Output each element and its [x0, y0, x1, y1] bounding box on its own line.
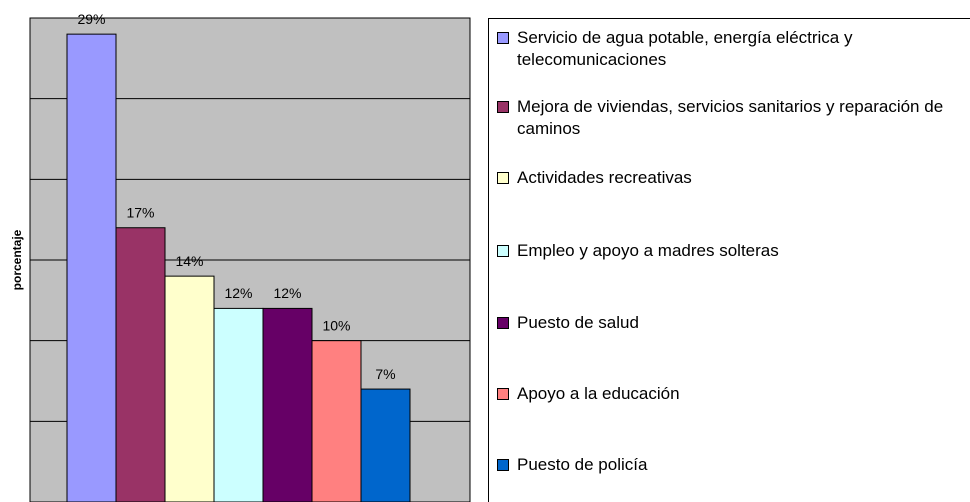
legend-item: Actividades recreativas [497, 167, 970, 189]
data-label: 10% [322, 317, 350, 333]
legend-label: Empleo y apoyo a madres solteras [517, 241, 779, 260]
data-label: 17% [126, 204, 154, 220]
data-label: 12% [273, 285, 301, 301]
bar [262, 307, 313, 502]
legend-swatch [497, 388, 509, 400]
legend-item: Servicio de agua potable, energía eléctr… [497, 27, 970, 71]
y-axis-label: porcentaje [10, 229, 24, 290]
legend-label: Apoyo a la educación [517, 384, 680, 403]
legend-label: Actividades recreativas [517, 168, 692, 187]
legend-swatch [497, 245, 509, 257]
bar [213, 307, 264, 502]
data-label: 29% [77, 11, 105, 27]
legend-item: Apoyo a la educación [497, 383, 970, 405]
legend-swatch [497, 32, 509, 44]
legend-label: Puesto de policía [517, 455, 648, 474]
legend-label: Servicio de agua potable, energía eléctr… [517, 28, 853, 69]
legend-swatch [497, 172, 509, 184]
legend-label: Puesto de salud [517, 313, 639, 332]
data-label: 12% [224, 285, 252, 301]
legend-label: Mejora de viviendas, servicios sanitario… [517, 97, 944, 138]
data-label: 14% [175, 253, 203, 269]
legend-swatch [497, 459, 509, 471]
bar [360, 388, 411, 502]
bar [311, 340, 362, 502]
legend-swatch [497, 101, 509, 113]
bar [164, 275, 215, 502]
bar [115, 227, 166, 502]
bar [66, 33, 117, 502]
legend: Servicio de agua potable, energía eléctr… [488, 18, 970, 502]
legend-item: Mejora de viviendas, servicios sanitario… [497, 96, 970, 140]
legend-swatch [497, 317, 509, 329]
legend-item: Puesto de salud [497, 312, 970, 334]
legend-item: Puesto de policía [497, 454, 970, 476]
legend-item: Empleo y apoyo a madres solteras [497, 240, 970, 262]
data-label: 7% [375, 366, 395, 382]
